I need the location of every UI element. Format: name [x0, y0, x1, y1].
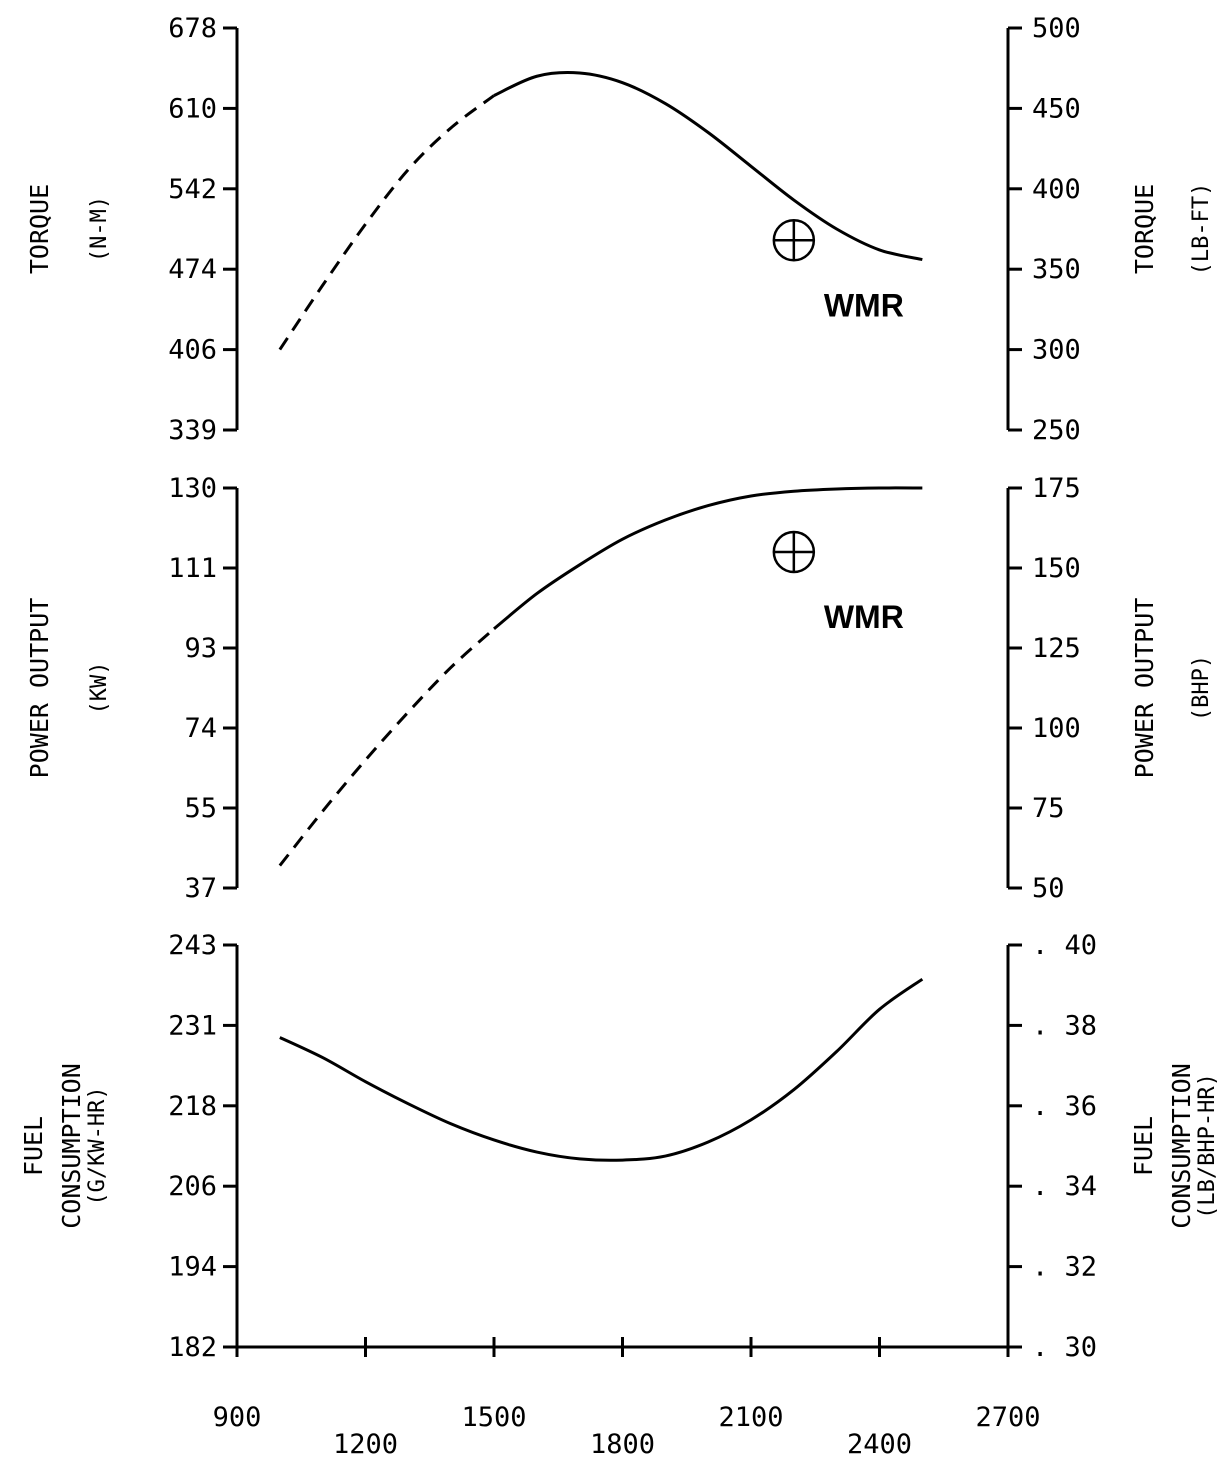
panel-power: 130 111 93 74 55 37 175 150 125 100 75 50 POWER OUTP…: [25, 473, 1214, 904]
right-tick-label: . 40: [1032, 930, 1097, 961]
curve-dashed-segment: [278, 627, 496, 867]
left-tick-label: 37: [184, 873, 217, 904]
curve-dashed-segment: [278, 94, 495, 351]
right-tick-label: 250: [1032, 415, 1081, 446]
left-tick-label: 111: [168, 553, 217, 584]
right-tick-label: . 30: [1032, 1332, 1097, 1363]
left-tick-label: 542: [168, 174, 217, 205]
left-axis-unit-line2: (G/KW-HR): [85, 1086, 110, 1205]
right-axis-title: FUEL: [1129, 1116, 1158, 1176]
right-axis-unit: (LB-FT): [1189, 183, 1214, 276]
right-tick-label: 75: [1032, 793, 1065, 824]
x-tick-label: 1200: [333, 1429, 398, 1457]
right-axis-unit: (BHP): [1189, 655, 1214, 721]
left-tick-label: 74: [184, 713, 217, 744]
circle-cross-icon: [772, 530, 816, 574]
curve-solid-segment: [493, 71, 923, 262]
left-axis-title: FUEL: [19, 1116, 48, 1176]
left-axis-title: TORQUE: [25, 184, 54, 274]
left-tick-label: 678: [168, 13, 217, 44]
left-axis-title: POWER OUTPUT: [25, 598, 54, 779]
left-axis-unit-line1: CONSUMPTION: [57, 1063, 86, 1229]
right-axis-unit-line1: CONSUMPTION: [1167, 1063, 1196, 1229]
left-tick-label: 182: [168, 1332, 217, 1363]
right-tick-label: 500: [1032, 13, 1081, 44]
right-axis-unit-line2: (LB/BHP-HR): [1195, 1073, 1220, 1219]
right-tick-label: . 32: [1032, 1252, 1097, 1283]
left-tick-label: 339: [168, 415, 217, 446]
left-tick-label: 243: [168, 930, 217, 961]
panel-fuel: 243 231 218 206 194 182 . 40 . 38 . 36 . 34 . 32 . …: [19, 930, 1220, 1363]
right-tick-label: 100: [1032, 713, 1081, 744]
right-axis-title: TORQUE: [1130, 184, 1159, 274]
right-tick-label: 400: [1032, 174, 1081, 205]
left-tick-label: 231: [168, 1010, 217, 1041]
left-axis-unit: (KW): [87, 662, 112, 715]
left-tick-label: 218: [168, 1091, 217, 1122]
left-tick-label: 610: [168, 93, 217, 124]
right-tick-label: 300: [1032, 335, 1081, 366]
left-tick-label: 130: [168, 473, 217, 504]
right-tick-label: 175: [1032, 473, 1081, 504]
panel-torque: 678 610 542 474 406 339 500 450 400 350 300 250 TORQ…: [25, 13, 1214, 446]
right-axis-title: POWER OUTPUT: [1130, 598, 1159, 779]
right-tick-label: . 36: [1032, 1091, 1097, 1122]
annotation-label: WMR: [824, 287, 904, 323]
x-tick-label: 900: [213, 1402, 262, 1433]
curve-line: [279, 977, 924, 1162]
annotation-label: WMR: [824, 599, 904, 635]
right-tick-label: 125: [1032, 633, 1081, 664]
chart-panels: 678 610 542 474 406 339 500 450 400 350 300 250 TORQ…: [19, 13, 1220, 1363]
right-tick-label: . 34: [1032, 1171, 1097, 1202]
left-tick-label: 93: [184, 633, 217, 664]
x-tick-label: 1500: [461, 1402, 526, 1433]
right-tick-label: 150: [1032, 553, 1081, 584]
left-tick-label: 406: [168, 335, 217, 366]
right-tick-label: . 38: [1032, 1010, 1097, 1041]
left-tick-label: 194: [168, 1252, 217, 1283]
x-tick-label: 1800: [590, 1429, 655, 1457]
curve-solid-segment: [493, 486, 923, 630]
left-tick-label: 55: [184, 793, 217, 824]
x-tick-label: 2700: [975, 1402, 1040, 1433]
x-tick-label: 2100: [718, 1402, 783, 1433]
left-axis-unit: (N-M): [87, 196, 112, 262]
left-tick-label: 474: [168, 254, 217, 285]
right-tick-label: 50: [1032, 873, 1065, 904]
x-tick-label: 2400: [847, 1429, 912, 1457]
left-tick-label: 206: [168, 1171, 217, 1202]
right-tick-label: 350: [1032, 254, 1081, 285]
right-tick-label: 450: [1032, 93, 1081, 124]
shared-x-axis: 900 1500 2100 2700 1200 1800 2400: [213, 1337, 1041, 1457]
circle-cross-icon: [772, 219, 816, 262]
